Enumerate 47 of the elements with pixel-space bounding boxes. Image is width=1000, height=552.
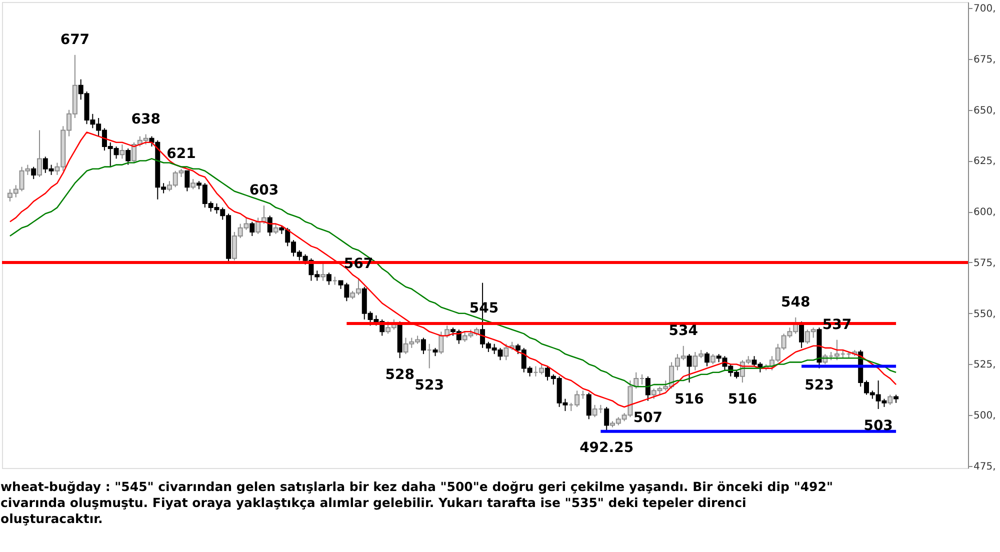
annotation: 523: [414, 377, 444, 394]
y-tick-label: 475,: [974, 461, 996, 472]
annotation: 507: [633, 410, 663, 426]
candlestick: [420, 337, 426, 355]
y-tick-label: 550,: [974, 308, 996, 320]
annotation: 503: [864, 418, 893, 434]
annotation: 677: [60, 32, 90, 48]
candlestick: [438, 331, 444, 355]
candlestick: [120, 144, 125, 160]
annotation: 638: [131, 111, 160, 128]
annotation: 516: [728, 392, 758, 408]
candlestick: [586, 392, 592, 420]
y-tick-label: 600,: [974, 207, 996, 218]
candlestick: [36, 130, 42, 178]
y-tick-label: 500,: [974, 410, 996, 422]
candlestick: [31, 166, 36, 180]
annotation: 621: [166, 146, 196, 162]
candlestick: [190, 178, 196, 190]
annotation: 528: [385, 367, 414, 384]
y-tick-label: 700,: [974, 4, 996, 15]
annotation: 548: [780, 294, 810, 310]
annotation: 516: [674, 392, 704, 408]
y-tick-label: 575,: [974, 258, 996, 269]
annotation: 492.25: [580, 440, 634, 456]
candlestick: [126, 148, 131, 166]
candlestick: [686, 354, 692, 384]
y-tick-label: 650,: [974, 105, 996, 116]
candlestick: [273, 223, 278, 234]
candlestick: [710, 354, 716, 365]
y-tick-label: 625,: [974, 156, 996, 168]
annotation: 523: [804, 377, 834, 394]
candlestick: [888, 394, 893, 406]
candlestick: [326, 272, 332, 286]
candlestick: [184, 170, 190, 192]
y-tick-label: 525,: [974, 360, 996, 371]
candlestick: [267, 215, 272, 237]
y-tick-label: 675,: [974, 54, 996, 66]
candlestick: [704, 352, 710, 367]
candlestick: [250, 221, 255, 237]
text: wheat-buğday : "545" civarından gelen satışlarla bir kez daha "500"e doğru geri çekilme yaşandı. Bir önceki dip "492" civarında oluşmuştu. Fiyat oraya yaklaştıkça alımlar gelebilir. Yukarı tarafta ise "535" deki tepeler direnci oluşturacaktır.: [0, 478, 833, 526]
candlestick: [645, 376, 650, 402]
annotation: 603: [249, 182, 279, 198]
candlestick: [604, 406, 610, 432]
candlestick: [799, 320, 804, 348]
candlestick: [320, 262, 326, 282]
annotation: 534: [668, 322, 698, 339]
candlestick: [256, 217, 261, 234]
